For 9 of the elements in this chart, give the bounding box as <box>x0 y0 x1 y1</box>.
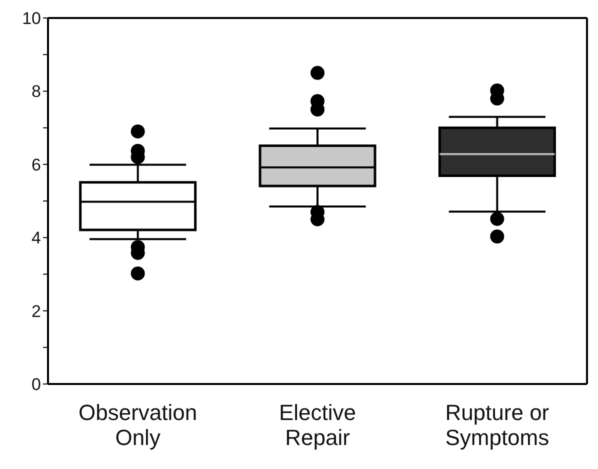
x-tick-label: Observation Only <box>78 400 198 450</box>
y-tick-label: 8 <box>32 82 41 102</box>
x-tick-label: Rupture or Symptoms <box>445 400 550 450</box>
y-tick-label: 2 <box>32 302 41 321</box>
y-tick-label: 10 <box>22 9 41 28</box>
y-tick-label: 6 <box>32 155 41 174</box>
x-tick-label: Elective Repair <box>278 400 356 450</box>
y-tick-label: 4 <box>32 228 41 248</box>
y-tick-label: 0 <box>32 375 41 394</box>
